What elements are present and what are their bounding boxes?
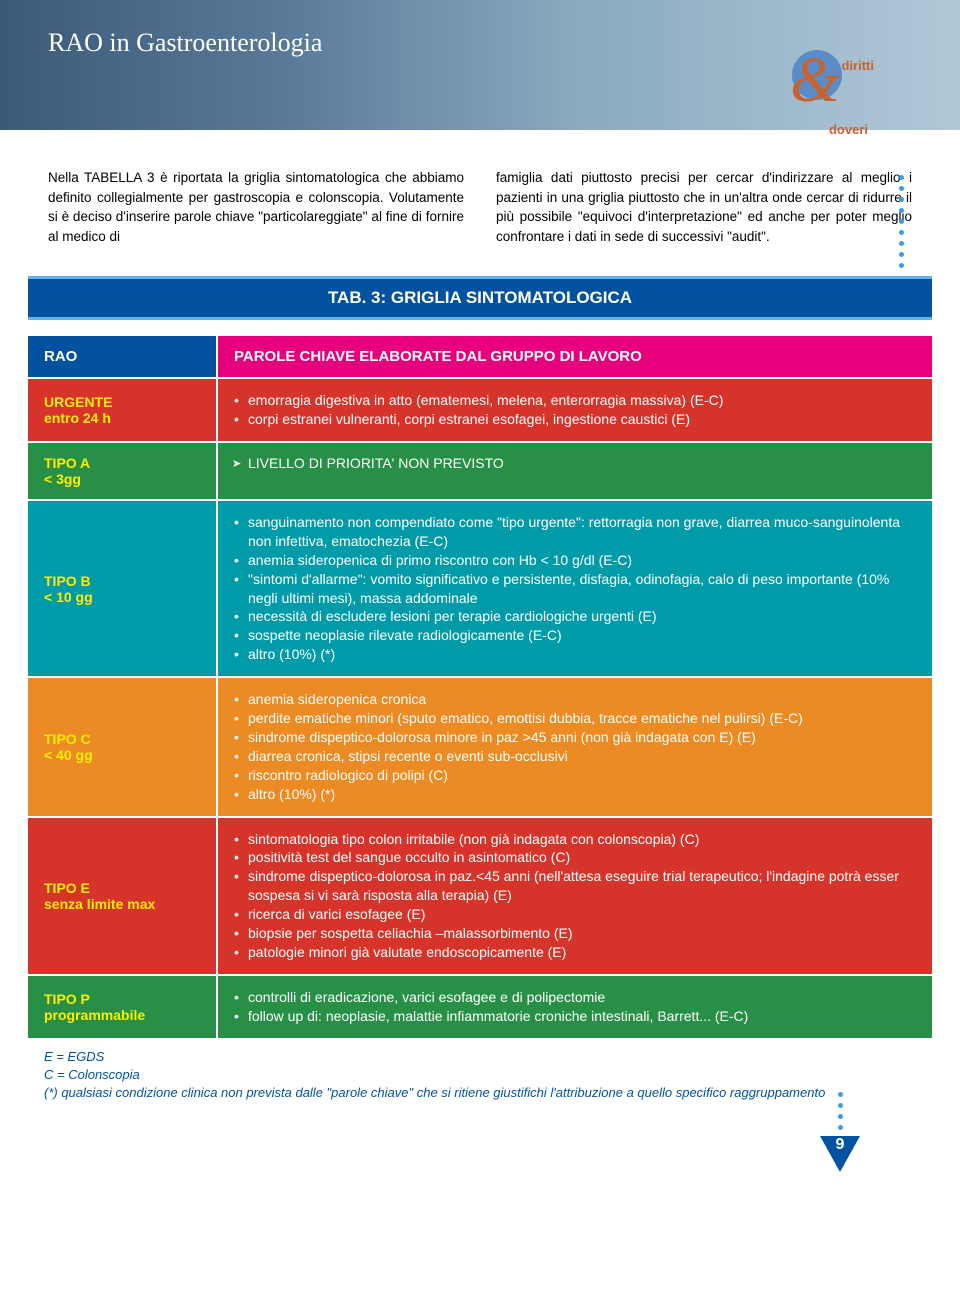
row-content: controlli di eradicazione, varici esofag…: [218, 976, 932, 1038]
list-item: sindrome dispeptico-dolorosa in paz.<45 …: [234, 867, 916, 905]
row-content: sintomatologia tipo colon irritabile (no…: [218, 818, 932, 974]
list-item: corpi estranei vulneranti, corpi estrane…: [234, 410, 916, 429]
page-header: RAO in Gastroenterologia diritti & dover…: [0, 0, 960, 130]
row-label: URGENTEentro 24 h: [28, 379, 218, 441]
table-row: URGENTEentro 24 h emorragia digestiva in …: [28, 377, 932, 441]
intro-left: Nella TABELLA 3 è riportata la griglia s…: [48, 168, 464, 246]
table-title: TAB. 3: GRIGLIA SINTOMATOLOGICA: [28, 276, 932, 320]
list-item: positività test del sangue occulto in as…: [234, 848, 916, 867]
list-item: necessità di escludere lesioni per terap…: [234, 607, 916, 626]
decorative-dots: [838, 1092, 843, 1136]
table-row: TIPO Pprogrammabile controlli di eradicaz…: [28, 974, 932, 1038]
list-item: sanguinamento non compendiato come "tipo…: [234, 513, 916, 551]
intro-columns: Nella TABELLA 3 è riportata la griglia s…: [0, 130, 960, 264]
list-item: emorragia digestiva in atto (ematemesi, …: [234, 391, 916, 410]
row-label: TIPO Esenza limite max: [28, 818, 218, 974]
row-content: anemia sideropenica cronicaperdite emati…: [218, 678, 932, 815]
list-item: altro (10%) (*): [234, 785, 916, 804]
list-item: sintomatologia tipo colon irritabile (no…: [234, 830, 916, 849]
row-label: RAO: [28, 336, 218, 377]
row-content: emorragia digestiva in atto (ematemesi, …: [218, 379, 932, 441]
page-number: 9: [820, 1136, 860, 1154]
list-item: anemia sideropenica cronica: [234, 690, 916, 709]
table-row: TIPO B< 10 gg sanguinamento non compendia…: [28, 499, 932, 676]
decorative-dots: [899, 175, 904, 274]
list-item: patologie minori già valutate endoscopic…: [234, 943, 916, 962]
priority-table: RAOPAROLE CHIAVE ELABORATE DAL GRUPPO DI…: [28, 334, 932, 1037]
page-footer: 9: [0, 1130, 960, 1200]
list-item: anemia sideropenica di primo riscontro c…: [234, 551, 916, 570]
row-content: sanguinamento non compendiato come "tipo…: [218, 501, 932, 676]
ampersand-icon: &: [770, 48, 860, 112]
table-legend: E = EGDS C = Colonscopia (*) qualsiasi c…: [28, 1038, 932, 1131]
row-label: TIPO B< 10 gg: [28, 501, 218, 676]
list-item: follow up di: neoplasie, malattie infiam…: [234, 1007, 916, 1026]
table-row: TIPO Esenza limite max sintomatologia tip…: [28, 816, 932, 974]
row-label: TIPO A< 3gg: [28, 443, 218, 499]
legend-star: (*) qualsiasi condizione clinica non pre…: [44, 1084, 916, 1102]
legend-e: E = EGDS: [44, 1048, 916, 1066]
list-item: sospette neoplasie rilevate radiologicam…: [234, 626, 916, 645]
table-row: TIPO A< 3ggLIVELLO DI PRIORITA' NON PREV…: [28, 441, 932, 499]
table-title-bar: TAB. 3: GRIGLIA SINTOMATOLOGICA: [28, 276, 932, 320]
list-item: sindrome dispeptico-dolorosa minore in p…: [234, 728, 916, 747]
intro-right: famiglia dati piuttosto precisi per cerc…: [496, 168, 912, 246]
list-item: diarrea cronica, stipsi recente o eventi…: [234, 747, 916, 766]
list-item: ricerca di varici esofagee (E): [234, 905, 916, 924]
list-item: perdite ematiche minori (sputo ematico, …: [234, 709, 916, 728]
row-content: PAROLE CHIAVE ELABORATE DAL GRUPPO DI LA…: [218, 336, 932, 377]
list-item: "sintomi d'allarme": vomito significativ…: [234, 570, 916, 608]
row-label: TIPO C< 40 gg: [28, 678, 218, 815]
table-row: TIPO C< 40 gganemia sideropenica cronica…: [28, 676, 932, 815]
list-item: biopsie per sospetta celiachia –malassor…: [234, 924, 916, 943]
row-label: TIPO Pprogrammabile: [28, 976, 218, 1038]
table-row: RAOPAROLE CHIAVE ELABORATE DAL GRUPPO DI…: [28, 334, 932, 377]
list-item: altro (10%) (*): [234, 645, 916, 664]
rights-badge: diritti & doveri: [770, 40, 860, 130]
row-content: LIVELLO DI PRIORITA' NON PREVISTO: [218, 443, 932, 499]
legend-c: C = Colonscopia: [44, 1066, 916, 1084]
list-item: controlli di eradicazione, varici esofag…: [234, 988, 916, 1007]
list-item: riscontro radiologico di polipi (C): [234, 766, 916, 785]
